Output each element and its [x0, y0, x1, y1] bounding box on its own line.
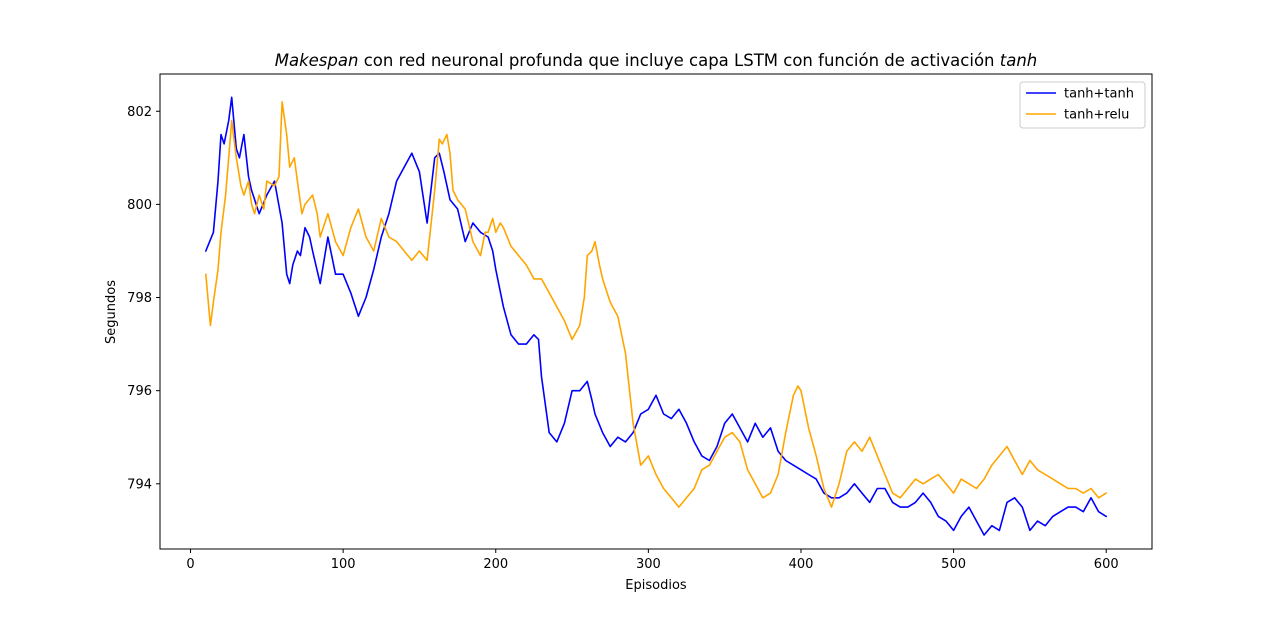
x-tick-label: 100	[331, 557, 356, 572]
y-axis: 794 796 798 800 802	[127, 105, 160, 492]
plot-area	[159, 73, 1153, 550]
y-tick-label: 796	[127, 384, 152, 399]
series-line-tanh-relu	[205, 101, 1107, 508]
y-tick-label: 800	[127, 198, 152, 213]
y-tick-label: 794	[127, 477, 152, 492]
x-tick-label: 200	[483, 557, 508, 572]
plot-frame	[159, 73, 1153, 550]
title-part: tanh	[1000, 51, 1038, 70]
x-tick-label: 500	[941, 557, 966, 572]
series-group	[205, 96, 1107, 536]
x-axis-label: Episodios	[625, 578, 687, 593]
y-axis-label: Segundos	[104, 280, 119, 344]
legend: tanh+tanh tanh+relu	[1019, 81, 1146, 129]
legend-label: tanh+tanh	[1064, 87, 1134, 102]
x-axis: 0 100 200 300 400 500 600	[186, 549, 1119, 572]
title-part: con red neuronal profunda que incluye ca…	[358, 51, 999, 70]
y-tick-label: 798	[127, 291, 152, 306]
title-part: Makespan	[275, 51, 359, 70]
series-line-tanh-tanh	[205, 96, 1107, 536]
chart-title: Makespan con red neuronal profunda que i…	[275, 51, 1038, 70]
x-tick-label: 0	[186, 557, 194, 572]
x-tick-label: 400	[789, 557, 814, 572]
x-tick-label: 300	[636, 557, 661, 572]
x-tick-label: 600	[1094, 557, 1119, 572]
y-tick-label: 802	[127, 105, 152, 120]
legend-label: tanh+relu	[1064, 108, 1129, 123]
